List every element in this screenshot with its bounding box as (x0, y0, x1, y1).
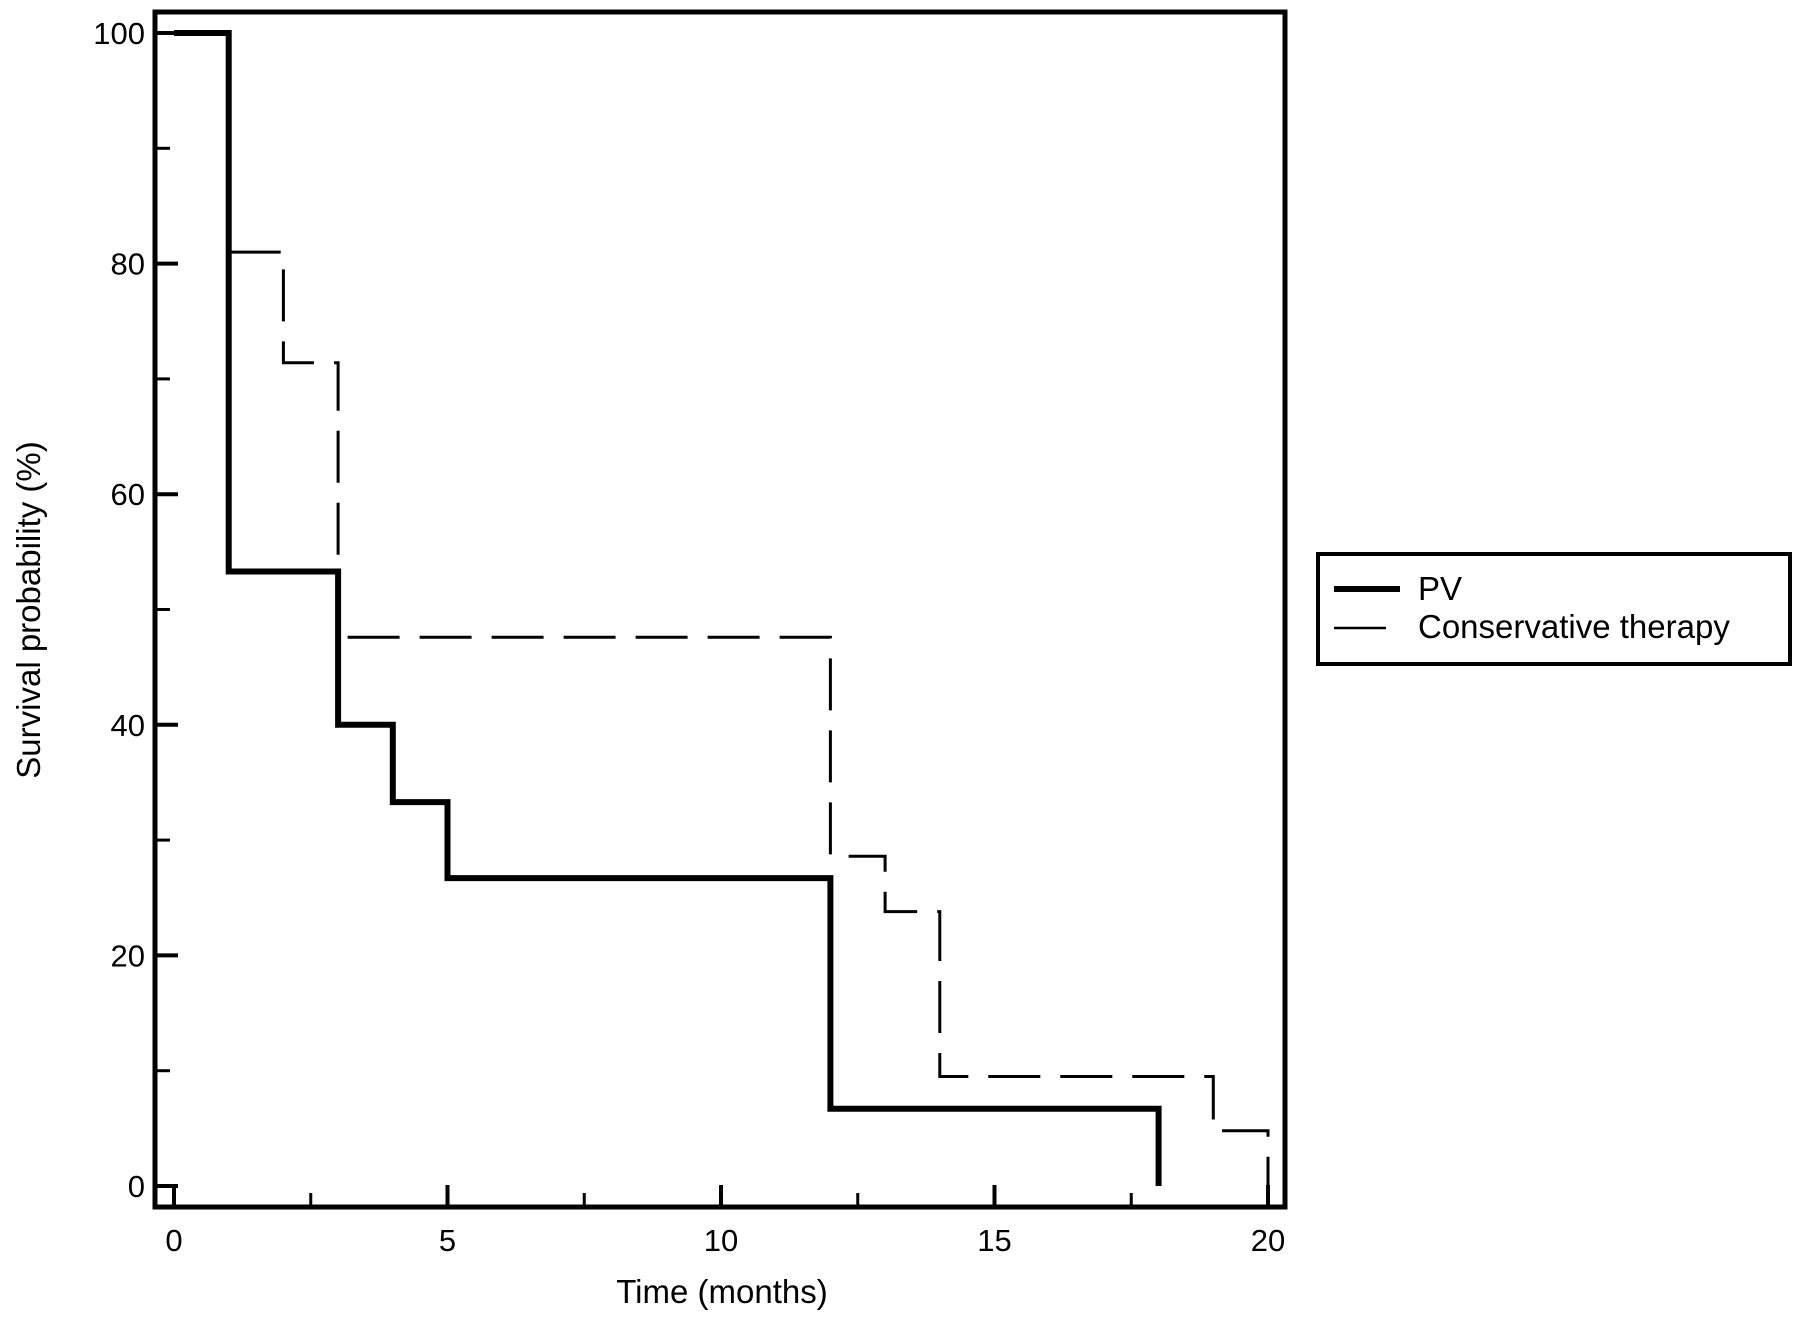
x-tick-label: 20 (1251, 1223, 1285, 1258)
legend-label-pv: PV (1418, 570, 1462, 607)
y-axis: 0 20 40 60 80 100 (93, 16, 178, 1204)
x-axis: 0 5 10 15 20 (165, 1185, 1285, 1258)
y-tick-label: 100 (93, 16, 145, 51)
x-axis-title: Time (months) (616, 1273, 827, 1310)
y-tick-label: 40 (111, 708, 145, 743)
y-axis-title: Survival probability (%) (10, 441, 47, 778)
y-tick-label: 80 (111, 247, 145, 282)
x-tick-label: 10 (704, 1223, 738, 1258)
legend: PV Conservative therapy (1316, 552, 1792, 666)
x-tick-label: 0 (165, 1223, 182, 1258)
legend-label-conservative-therapy: Conservative therapy (1418, 608, 1730, 645)
y-tick-label: 0 (128, 1169, 145, 1204)
y-tick-label: 20 (111, 938, 145, 973)
legend-box (1316, 552, 1792, 666)
series-layer (174, 30, 1270, 1186)
x-tick-label: 5 (439, 1223, 456, 1258)
series-line-conservative-therapy (228, 250, 1270, 1186)
plot-frame (152, 9, 1288, 1210)
series-line-pv (174, 30, 1162, 1186)
y-tick-label: 60 (111, 477, 145, 512)
x-tick-label: 15 (977, 1223, 1011, 1258)
